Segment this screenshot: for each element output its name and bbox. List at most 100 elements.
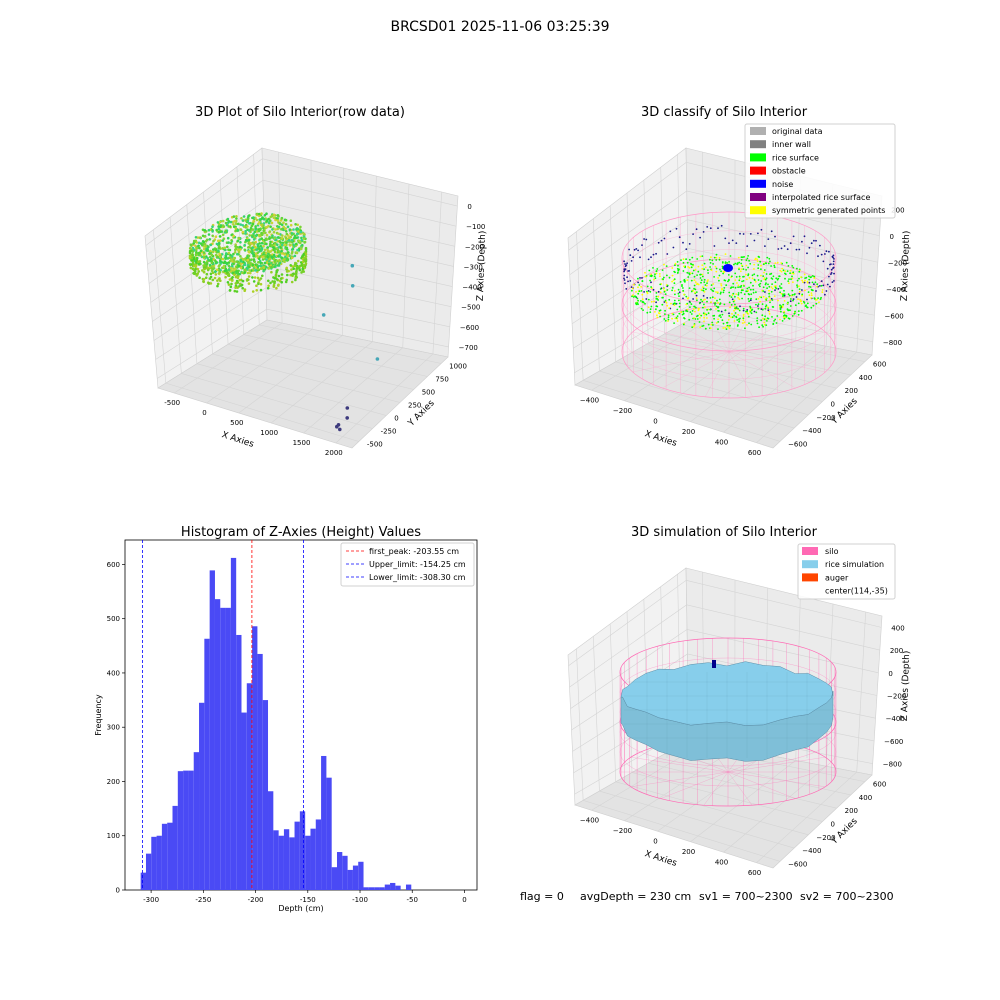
noise-point bbox=[746, 309, 749, 311]
classified-point bbox=[683, 278, 686, 281]
surface-point bbox=[247, 275, 251, 278]
classified-point bbox=[775, 285, 777, 287]
classified-point bbox=[671, 287, 674, 289]
classified-point bbox=[748, 276, 751, 279]
classified-point bbox=[703, 278, 706, 281]
surface-point bbox=[240, 283, 244, 287]
noise-point bbox=[739, 305, 741, 308]
surface-point bbox=[264, 231, 267, 235]
noise-point bbox=[655, 252, 657, 255]
classified-point bbox=[742, 317, 745, 320]
surface-point bbox=[235, 290, 239, 293]
classified-point bbox=[655, 292, 658, 294]
classified-point bbox=[676, 315, 679, 317]
y-gridline bbox=[236, 166, 244, 335]
z-tick-label: −600 bbox=[885, 312, 904, 320]
z-tick-label: −400 bbox=[886, 715, 905, 723]
surface-point bbox=[252, 280, 256, 283]
classified-point bbox=[763, 278, 766, 281]
classified-point bbox=[814, 281, 817, 284]
surface-point bbox=[240, 217, 243, 220]
classified-point bbox=[815, 302, 818, 305]
histogram-bar bbox=[368, 887, 375, 890]
classified-point bbox=[718, 315, 721, 317]
classified-point bbox=[644, 302, 646, 305]
y-tick-label: −200 bbox=[816, 834, 835, 842]
surface-point bbox=[277, 225, 281, 229]
surface-point bbox=[224, 256, 227, 260]
classified-point bbox=[693, 275, 696, 278]
classified-point bbox=[800, 276, 802, 279]
y-gridline bbox=[165, 382, 359, 442]
surface-point bbox=[243, 248, 247, 252]
surface-point bbox=[198, 246, 201, 250]
classified-point bbox=[686, 271, 689, 274]
surface-point bbox=[239, 248, 242, 251]
surface-point bbox=[257, 212, 261, 216]
surface-point bbox=[239, 258, 243, 262]
surface-point bbox=[251, 263, 254, 267]
classified-point bbox=[663, 276, 665, 279]
classified-point bbox=[650, 300, 653, 303]
surface-point bbox=[217, 227, 221, 231]
noise-point bbox=[817, 255, 819, 258]
surface-point bbox=[276, 243, 279, 246]
surface-point bbox=[242, 258, 245, 261]
classified-point bbox=[747, 255, 749, 257]
y-gridline bbox=[680, 324, 865, 362]
surface-point bbox=[237, 269, 240, 273]
classified-point bbox=[701, 267, 704, 270]
surface-point bbox=[202, 255, 206, 259]
classified-point bbox=[704, 306, 706, 308]
surface-point bbox=[218, 263, 221, 267]
classified-point bbox=[696, 318, 699, 320]
classified-point bbox=[707, 269, 709, 272]
surface-point bbox=[255, 284, 258, 288]
surface-point bbox=[247, 261, 250, 265]
classified-point bbox=[764, 315, 766, 318]
classified-point bbox=[792, 299, 794, 302]
surface-point bbox=[218, 255, 222, 259]
classified-point bbox=[756, 319, 758, 322]
z-tick-label: −600 bbox=[460, 324, 479, 332]
classified-point bbox=[788, 294, 791, 297]
surface-point bbox=[290, 256, 294, 260]
raw-pane-floor bbox=[157, 319, 449, 449]
classified-point bbox=[694, 291, 696, 294]
surface-point bbox=[219, 239, 222, 242]
y-tick-label: 200 bbox=[845, 387, 858, 395]
classified-point bbox=[760, 264, 762, 267]
classified-point bbox=[776, 278, 779, 281]
noise-point bbox=[650, 281, 652, 284]
classified-point bbox=[712, 263, 714, 265]
classified-point bbox=[767, 317, 770, 320]
classified-point bbox=[757, 255, 760, 258]
noise-point bbox=[647, 258, 650, 261]
surface-point bbox=[254, 266, 257, 269]
classified-point bbox=[765, 318, 767, 321]
noise-point bbox=[623, 279, 626, 281]
classified-point bbox=[656, 305, 659, 308]
classified-point bbox=[791, 277, 794, 280]
surface-point bbox=[255, 218, 259, 222]
surface-point bbox=[217, 272, 221, 275]
noise-point bbox=[757, 305, 759, 307]
surface-point bbox=[237, 237, 241, 240]
x-tick-label: −200 bbox=[613, 407, 632, 415]
noise-point bbox=[822, 284, 825, 287]
classified-point bbox=[704, 298, 706, 301]
surface-point bbox=[239, 223, 242, 226]
classified-point bbox=[655, 272, 658, 275]
noise-point bbox=[757, 232, 759, 235]
surface-point bbox=[209, 243, 213, 247]
classified-point bbox=[784, 273, 787, 275]
classified-point bbox=[817, 297, 819, 299]
classified-point bbox=[690, 279, 693, 282]
classified-point bbox=[666, 304, 669, 307]
noise-point bbox=[626, 262, 628, 265]
classified-point bbox=[647, 306, 650, 309]
classified-point bbox=[715, 270, 718, 273]
y-tick-label: −200 bbox=[816, 414, 835, 422]
surface-point bbox=[210, 253, 214, 257]
